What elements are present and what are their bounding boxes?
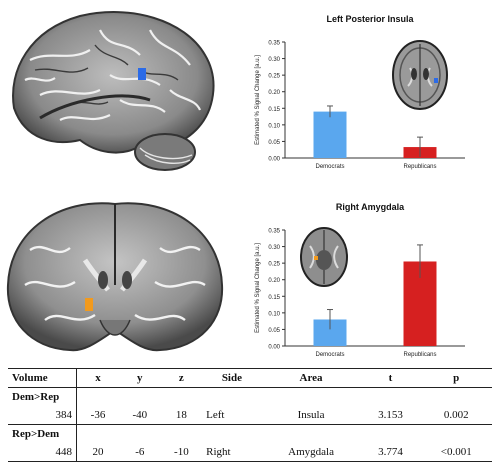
table-cell: 3.153: [378, 409, 403, 421]
statistics-table: Volume x y z Side Area t p Dem>Rep 384 -…: [8, 368, 492, 462]
y-tick-label: 0.25: [268, 74, 280, 80]
y-tick-label: 0.15: [268, 295, 280, 301]
table-header-row: Volume x y z Side Area t p: [8, 368, 492, 388]
chart-left-posterior-insula: Left Posterior Insula 0.00 0.05 0.10 0.15 0.…: [240, 10, 500, 180]
y-tick-label: 0.25: [268, 262, 280, 268]
y-axis-label: Estimated % Signal Change [a.u.]: [255, 55, 261, 145]
table-cell: -40: [132, 409, 148, 421]
table-cell: <0.001: [420, 443, 492, 462]
y-tick-label: 0.35: [268, 229, 280, 235]
table-cell: 384: [8, 406, 77, 425]
axial-brain-inset: [300, 227, 348, 287]
table-cell: -10: [160, 443, 203, 462]
x-tick-label: Republicans: [403, 164, 436, 170]
table-cell: 0.002: [443, 409, 469, 421]
column-header: t: [360, 368, 421, 388]
chart-title: Left Posterior Insula: [326, 14, 414, 24]
y-tick-label: 0.00: [268, 345, 280, 351]
sagittal-brain-image: [12, 11, 215, 171]
axial-brain-inset: [392, 40, 448, 110]
y-tick-label: 0.05: [268, 328, 280, 334]
bar-chart-svg: 0.00 0.05 0.10 0.15 0.20 0.25 0.30 0.35 Estimate…: [255, 41, 465, 170]
column-header: Volume: [8, 368, 77, 388]
bar: [313, 111, 347, 158]
table-cell: 18: [175, 409, 187, 421]
y-tick-label: 0.35: [268, 41, 280, 47]
column-header: p: [420, 368, 492, 388]
y-tick-label: 0.30: [268, 245, 280, 251]
x-tick-label: Democrats: [315, 164, 344, 170]
chart-right-amygdala: Right Amygdala 0.00 0.05 0.10 0.15 0.20 0.25 0…: [240, 198, 500, 368]
column-header: y: [119, 368, 161, 388]
insula-activation-marker: [138, 68, 146, 80]
y-tick-label: 0.10: [268, 311, 280, 317]
table-cell: -36: [90, 409, 106, 421]
y-tick-label: 0.30: [268, 57, 280, 63]
y-tick-label: 0.05: [268, 140, 280, 146]
x-tick-label: Democrats: [315, 352, 344, 358]
table-cell: 3.774: [360, 443, 421, 462]
column-header: x: [76, 368, 119, 388]
column-header: z: [160, 368, 203, 388]
table-cell: Right: [202, 443, 262, 462]
y-tick-label: 0.20: [268, 90, 280, 96]
group-label: Rep>Dem: [8, 424, 77, 443]
column-header: Area: [261, 368, 361, 388]
y-tick-label: 0.00: [268, 157, 280, 163]
table-row: 448 20 -6 -10 Right Amygdala 3.774 <0.00…: [8, 443, 492, 462]
bar-chart-svg: 0.00 0.05 0.10 0.15 0.20 0.25 0.30 0.35 Estimate…: [255, 229, 465, 358]
x-tick-label: Republicans: [403, 352, 436, 358]
y-tick-label: 0.10: [268, 123, 280, 129]
table-cell: -6: [119, 443, 161, 462]
group-label: Dem>Rep: [8, 387, 77, 406]
table-cell: 20: [76, 443, 119, 462]
table-cell: Left: [206, 409, 225, 421]
y-tick-label: 0.15: [268, 107, 280, 113]
coronal-brain-image: [6, 202, 224, 352]
group-row: Rep>Dem: [8, 424, 492, 443]
chart-title: Right Amygdala: [335, 202, 405, 212]
table-cell: Insula: [297, 409, 325, 421]
table-cell: Amygdala: [261, 443, 361, 462]
table-cell: 448: [8, 443, 77, 462]
table-row: 384 -36 -40 18 Left Insula 3.153 0.002: [8, 406, 492, 425]
column-header: Side: [202, 368, 262, 388]
group-row: Dem>Rep: [8, 387, 492, 406]
y-axis-label: Estimated % Signal Change [a.u.]: [255, 243, 261, 333]
y-tick-label: 0.20: [268, 278, 280, 284]
amygdala-activation-marker: [85, 298, 93, 311]
